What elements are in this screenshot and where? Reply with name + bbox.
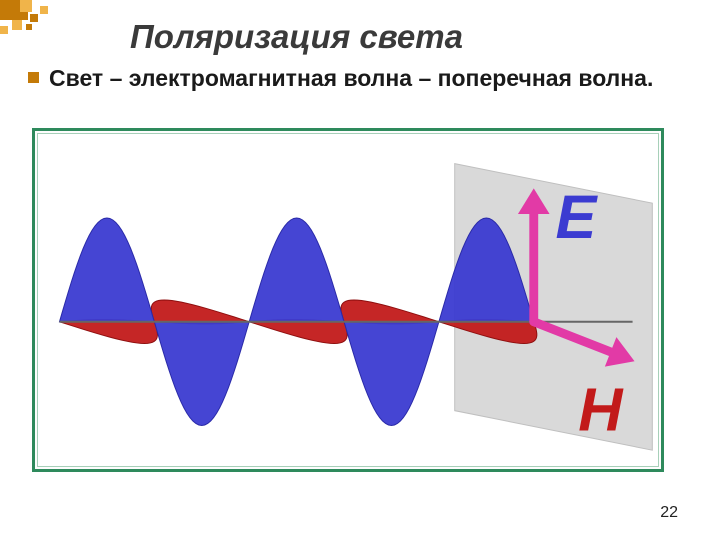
decor-square [0,26,8,34]
decor-square [12,20,22,30]
page-number: 22 [660,504,678,522]
bullet-text: Свет – электромагнитная волна – поперечн… [49,64,653,93]
svg-text:H: H [578,375,624,443]
figure-inner: EH [37,133,659,467]
slide-title: Поляризация света [130,18,463,56]
decor-square [40,6,48,14]
bullet-item: Свет – электромагнитная волна – поперечн… [28,64,692,93]
svg-text:E: E [556,183,599,251]
figure-frame: EH [32,128,664,472]
decor-square [30,14,38,22]
decor-square [20,0,32,12]
decor-square [0,0,20,20]
corner-decoration [0,0,70,50]
decor-square [26,24,32,30]
bullet-icon [28,72,39,83]
em-wave-diagram: EH [38,134,658,466]
decor-square [20,12,28,20]
